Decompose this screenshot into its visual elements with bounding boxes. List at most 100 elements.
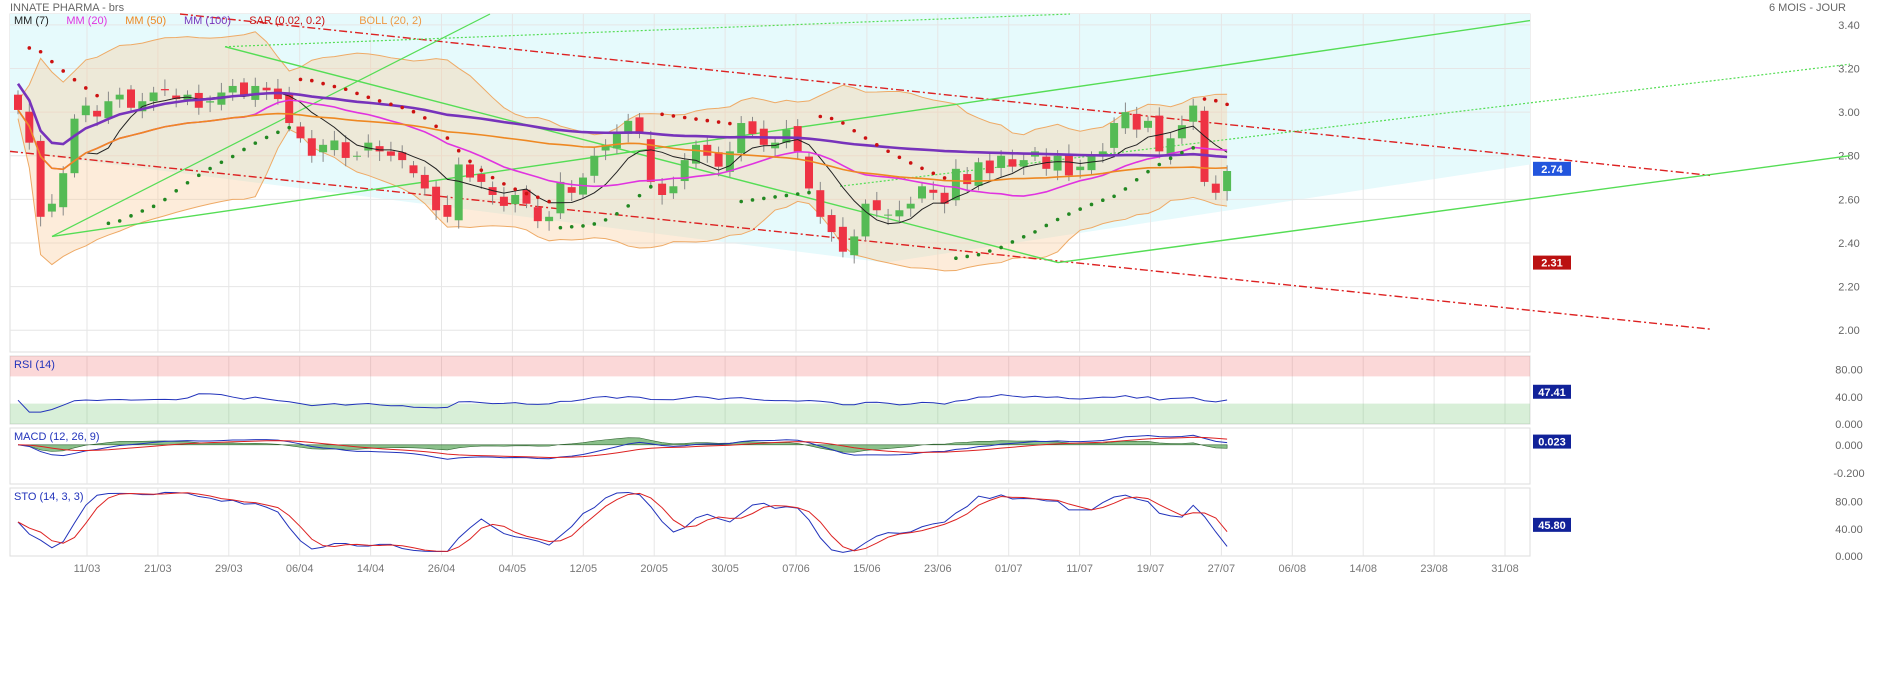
sar-dot bbox=[389, 102, 393, 107]
sar-dot bbox=[920, 166, 924, 171]
sar-dot bbox=[27, 46, 32, 50]
candle-body bbox=[533, 207, 542, 222]
candle-body bbox=[93, 110, 102, 117]
sto-k-line bbox=[17, 491, 1228, 553]
sar-dot bbox=[1191, 146, 1195, 150]
sar-dot bbox=[1134, 177, 1139, 182]
sar-dot bbox=[129, 214, 133, 218]
rsi-flag-bg bbox=[1533, 384, 1571, 399]
legend-item: MM (100) bbox=[184, 15, 231, 27]
legend-item: BOLL (20, 2) bbox=[359, 15, 422, 27]
y-tick-label: 3.20 bbox=[1838, 64, 1859, 76]
candle-body bbox=[172, 95, 181, 100]
candle-body bbox=[1019, 160, 1028, 167]
sar-dot bbox=[1033, 230, 1037, 234]
x-tick-label: 11/03 bbox=[74, 563, 101, 575]
sar-dot bbox=[208, 166, 212, 171]
sar-dot bbox=[965, 254, 969, 259]
sar-dot bbox=[547, 199, 551, 204]
x-tick-label: 15/06 bbox=[853, 563, 881, 575]
indicator-pane-3 bbox=[9, 487, 1531, 557]
y-tick-label: 2.40 bbox=[1838, 238, 1859, 250]
ma-line-50 bbox=[17, 109, 1228, 183]
indicator-pane-2 bbox=[9, 427, 1531, 485]
sar-dot bbox=[84, 86, 88, 90]
sto-d-line bbox=[17, 492, 1228, 552]
y-tick-label: 2.00 bbox=[1838, 325, 1859, 337]
downtrend-upper-line bbox=[179, 13, 1711, 177]
candle-body bbox=[1200, 110, 1209, 182]
candle-body bbox=[160, 89, 169, 91]
legend-item: MM (50) bbox=[125, 15, 166, 27]
x-tick-label: 30/05 bbox=[711, 563, 739, 575]
x-tick-label: 29/03 bbox=[215, 563, 243, 575]
sar-dot bbox=[750, 198, 755, 202]
sar-dot bbox=[660, 112, 664, 117]
sar-dot bbox=[1112, 194, 1116, 199]
x-tick-label: 20/05 bbox=[640, 563, 668, 575]
candle-body bbox=[658, 183, 667, 195]
rsi-y-tick: 80.00 bbox=[1835, 365, 1863, 377]
sar-dot bbox=[1146, 169, 1150, 174]
sto-y-tick: 80.00 bbox=[1835, 497, 1863, 509]
candle-body bbox=[816, 190, 825, 217]
sar-dot bbox=[1010, 240, 1015, 244]
triangle-line bbox=[224, 46, 1059, 264]
sar-dot bbox=[592, 222, 597, 226]
ma-line-100 bbox=[16, 83, 1228, 159]
sar-dot bbox=[106, 221, 111, 226]
rsi-y-tick: 0.000 bbox=[1835, 419, 1863, 431]
sar-dot bbox=[219, 160, 224, 165]
sto-y-tick: 40.00 bbox=[1835, 524, 1863, 536]
candle-body bbox=[522, 189, 531, 204]
rsi-line bbox=[17, 393, 1228, 413]
sar-dot bbox=[649, 184, 653, 189]
sar-dot bbox=[1021, 234, 1026, 239]
candle-body bbox=[692, 144, 700, 164]
sar-dot bbox=[151, 204, 156, 209]
x-tick-label: 14/08 bbox=[1349, 563, 1377, 575]
candle-body bbox=[466, 164, 474, 178]
sar-dot bbox=[807, 190, 811, 195]
candle-body bbox=[748, 121, 757, 134]
candle-body bbox=[127, 89, 135, 108]
candle-body bbox=[974, 162, 983, 186]
legend-item: SAR (0.02, 0.2) bbox=[249, 15, 325, 27]
candle-body bbox=[511, 194, 520, 205]
sar-dot bbox=[694, 117, 698, 121]
candle-body bbox=[1132, 113, 1141, 130]
candle-body bbox=[386, 151, 395, 156]
sar-dot bbox=[253, 141, 258, 145]
sar-dot bbox=[1157, 162, 1162, 167]
candle-body bbox=[884, 214, 893, 216]
low-price-flag: 2.31 bbox=[1541, 258, 1562, 270]
sar-dot bbox=[637, 193, 642, 198]
candle-body bbox=[612, 133, 621, 149]
sar-dot bbox=[626, 204, 630, 208]
sar-dot bbox=[705, 118, 710, 123]
sar-dot bbox=[310, 78, 314, 83]
sar-dot bbox=[875, 143, 879, 147]
sar-dot bbox=[1180, 150, 1184, 155]
candle-body bbox=[499, 196, 508, 206]
sar-dot bbox=[988, 249, 992, 253]
candle-body bbox=[443, 205, 452, 217]
x-tick-label: 19/07 bbox=[1137, 563, 1165, 575]
candle-body bbox=[951, 168, 960, 201]
candle-body bbox=[805, 156, 813, 189]
candle-body bbox=[714, 152, 723, 167]
sar-dot bbox=[276, 130, 280, 135]
sar-dot bbox=[185, 180, 190, 185]
candle-body bbox=[307, 138, 316, 156]
sar-dot bbox=[1089, 202, 1094, 207]
candle-body bbox=[940, 192, 949, 204]
candle-body bbox=[1166, 138, 1175, 155]
candle-body bbox=[262, 87, 271, 91]
legend-item: MM (20) bbox=[66, 15, 107, 27]
sar-dot bbox=[728, 121, 732, 126]
candle-body bbox=[228, 85, 237, 93]
sar-dot bbox=[468, 159, 472, 164]
candle-body bbox=[1121, 112, 1130, 129]
candle-body bbox=[1177, 125, 1186, 139]
